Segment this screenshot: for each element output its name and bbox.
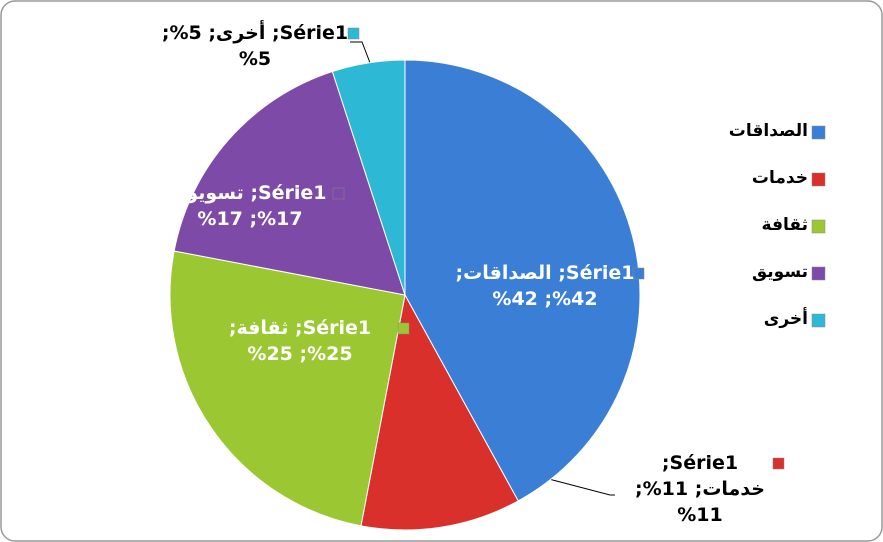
data-label: Série1; تسويق; 17%; 17%	[173, 182, 327, 230]
legend-label: تسويق	[751, 262, 808, 282]
legend-label: خدمات	[751, 168, 808, 188]
leader-line	[350, 41, 373, 69]
legend-label: الصداقات	[728, 121, 808, 141]
label-marker	[397, 322, 410, 335]
legend-label: ثقافة	[761, 215, 808, 235]
legend-swatch	[811, 313, 826, 328]
data-label: Série1; خدمات; 11%; 11%	[635, 452, 765, 526]
label-marker	[347, 27, 360, 40]
leader-line	[544, 477, 615, 496]
pie-slice	[404, 59, 641, 502]
label-marker	[772, 457, 785, 470]
pie-slice	[360, 293, 519, 531]
legend-swatch	[811, 266, 826, 281]
pie-slice	[331, 59, 406, 296]
pie-slice	[173, 70, 406, 296]
legend-label: أخرى	[763, 309, 808, 329]
legend-swatch	[811, 219, 826, 234]
legend-swatch	[811, 125, 826, 140]
data-label: Série1; الصداقات; 42%; 42%	[455, 262, 635, 310]
data-label: Série1; أخرى; 5%; 5%	[161, 22, 349, 70]
label-marker	[332, 187, 345, 200]
label-marker	[632, 267, 645, 280]
pie-slice	[169, 250, 406, 527]
legend-swatch	[811, 172, 826, 187]
data-label: Série1; ثقافة; 25%; 25%	[228, 317, 372, 365]
